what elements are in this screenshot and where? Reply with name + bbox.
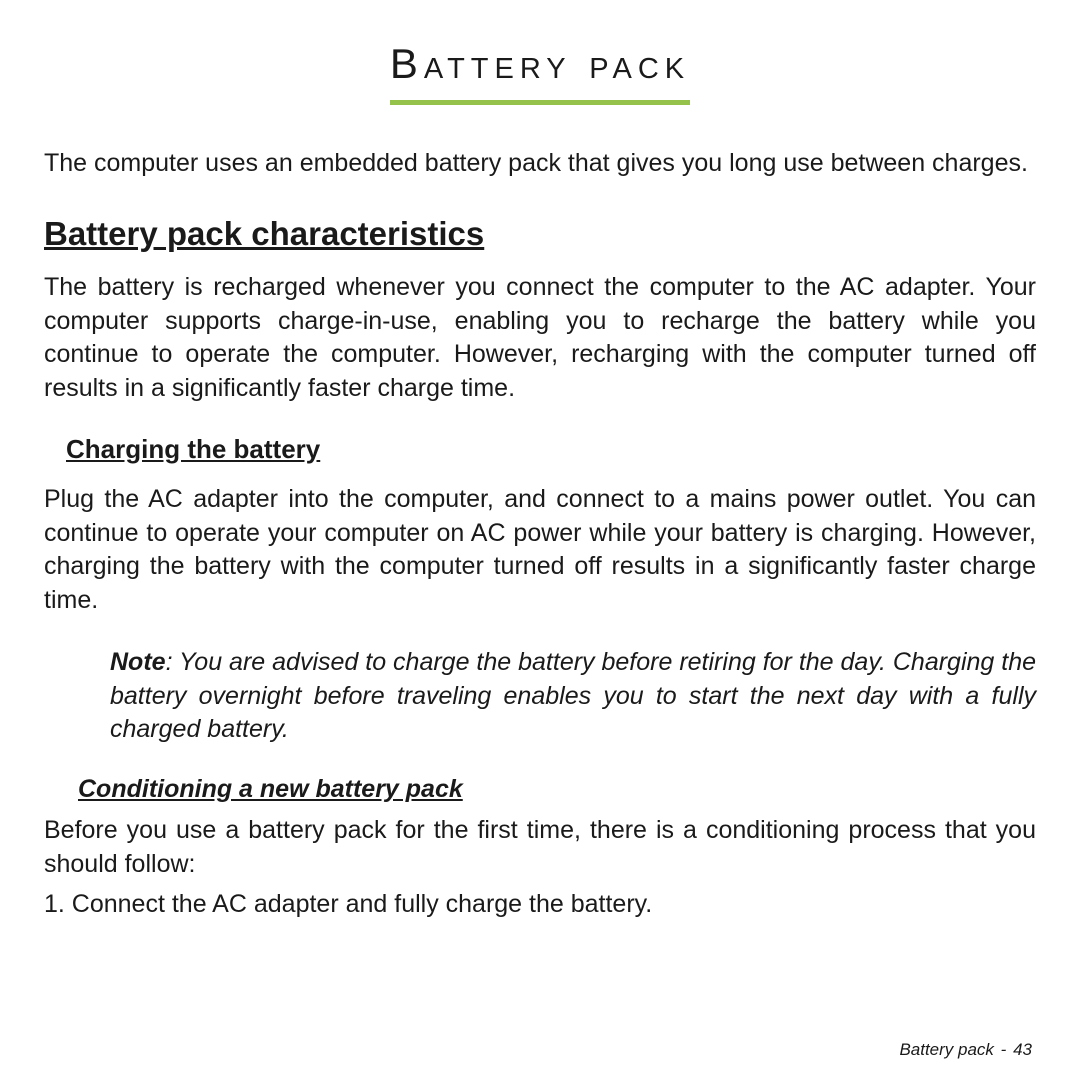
subsubsection-body: Before you use a battery pack for the fi… <box>44 814 1036 882</box>
note-block: Note: You are advised to charge the batt… <box>110 646 1036 747</box>
title-wrap: Battery pack <box>44 40 1036 105</box>
list-item: 1. Connect the AC adapter and fully char… <box>44 888 1036 922</box>
page-footer: Battery pack - 43 <box>899 1040 1032 1060</box>
page-title: Battery pack <box>390 40 690 105</box>
intro-paragraph: The computer uses an embedded battery pa… <box>44 147 1036 181</box>
footer-page-number: 43 <box>1013 1040 1032 1059</box>
note-label: Note <box>110 648 166 676</box>
subsection-body: Plug the AC adapter into the computer, a… <box>44 483 1036 618</box>
note-text: : You are advised to charge the battery … <box>110 648 1036 744</box>
section-body: The battery is recharged whenever you co… <box>44 271 1036 406</box>
subsection-heading: Charging the battery <box>66 434 1036 465</box>
subsubsection-heading: Conditioning a new battery pack <box>78 775 1036 804</box>
section-heading: Battery pack characteristics <box>44 215 1036 253</box>
page: Battery pack The computer uses an embedd… <box>0 0 1080 921</box>
footer-separator: - <box>1001 1040 1007 1059</box>
footer-label: Battery pack <box>899 1040 994 1059</box>
